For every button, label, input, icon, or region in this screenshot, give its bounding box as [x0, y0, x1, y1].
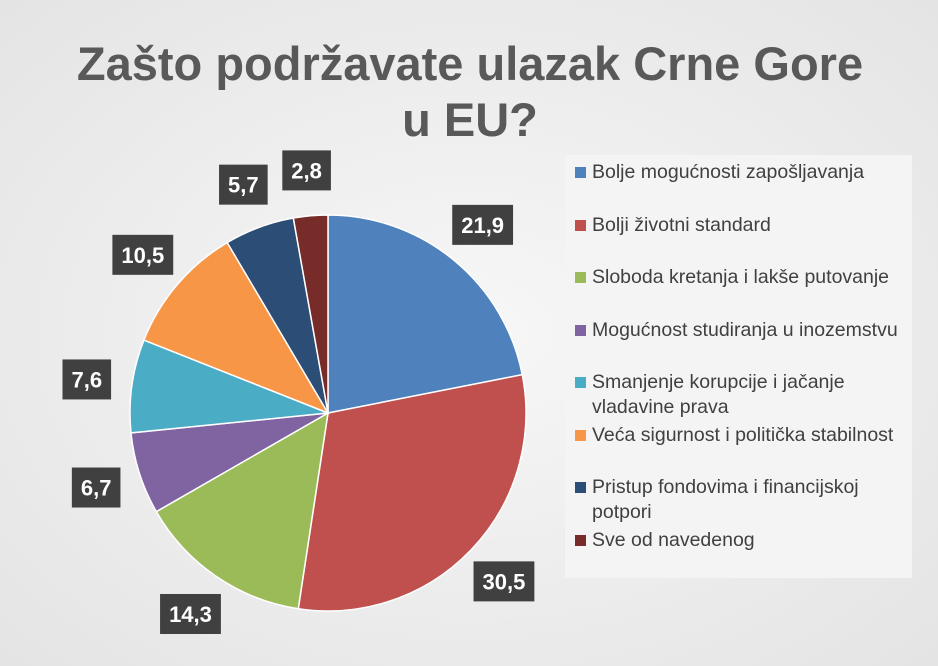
data-label-box — [62, 359, 112, 400]
legend-swatch — [575, 429, 586, 441]
legend-item: Sve od navedenog — [565, 523, 912, 576]
data-label-box — [219, 164, 268, 205]
data-label-box — [473, 561, 535, 602]
legend: Bolje mogućnosti zapošljavanja Bolji živo… — [565, 155, 912, 578]
chart-title: Zašto podržavate ulazak Crne Gore u EU? — [76, 37, 864, 146]
data-label-text: 5,7 — [228, 173, 259, 198]
legend-swatch — [575, 167, 586, 178]
data-label-text: 6,7 — [81, 476, 112, 501]
data-label-text: 2,8 — [291, 158, 322, 183]
pie-slice — [155, 411, 329, 610]
legend-label: Pristup fondovima i financijskoj potpori — [592, 476, 859, 523]
legend-item: Bolje mogućnosti zapošljavanja — [565, 155, 912, 208]
data-label-text: 14,3 — [169, 602, 212, 627]
data-label: 30,5 — [473, 561, 535, 602]
legend-label: Sloboda kretanja i lakše putovanje — [592, 266, 890, 288]
data-label: 10,5 — [112, 234, 174, 275]
data-label-text: 21,9 — [461, 213, 504, 238]
legend-item: Pristup fondovima i financijskoj potpori — [565, 470, 912, 523]
legend-swatch — [575, 324, 586, 336]
pie-slice — [292, 214, 329, 414]
data-label-box — [452, 204, 514, 245]
legend-label: Bolje mogućnosti zapošljavanja — [592, 161, 865, 183]
pie-slice — [327, 214, 524, 414]
legend-swatch — [575, 377, 586, 388]
legend-label: Veća sigurnost i politička stabilnost — [592, 423, 894, 446]
legend-swatch — [575, 219, 586, 231]
legend-label: Sve od navedenog — [592, 528, 755, 551]
data-label: 5,7 — [219, 164, 268, 205]
pie-slice — [297, 373, 527, 612]
legend-swatch — [575, 534, 586, 546]
legend-swatch — [575, 272, 586, 283]
pie-slice — [142, 241, 330, 415]
legend-label: Smanjenje korupcije i jačanje vladavine … — [592, 371, 845, 418]
legend-label: Mogućnost studiranja u inozemstvu — [592, 318, 898, 341]
data-label-box — [282, 150, 331, 191]
data-label: 7,6 — [62, 359, 112, 400]
legend-item: Sloboda kretanja i lakše putovanje — [565, 260, 912, 313]
legend-label: Bolji životni standard — [592, 213, 771, 236]
data-label-box — [112, 234, 174, 275]
data-label-text: 7,6 — [71, 367, 102, 392]
legend-item: Mogućnost studiranja u inozemstvu — [565, 313, 912, 366]
data-label-box — [160, 593, 221, 634]
data-label-text: 10,5 — [121, 243, 164, 268]
legend-item: Bolji životni standard — [565, 208, 912, 261]
legend-item: Veća sigurnost i politička stabilnost — [565, 418, 912, 471]
legend-item: Smanjenje korupcije i jačanje vladavine … — [565, 365, 912, 418]
data-label: 14,3 — [160, 593, 221, 634]
data-label: 6,7 — [71, 467, 121, 508]
pie-slice — [129, 339, 329, 434]
data-label: 2,8 — [282, 150, 331, 191]
data-label-text: 30,5 — [483, 569, 526, 594]
data-label: 21,9 — [452, 204, 514, 245]
legend-swatch — [575, 482, 586, 493]
data-label-box — [71, 467, 121, 508]
